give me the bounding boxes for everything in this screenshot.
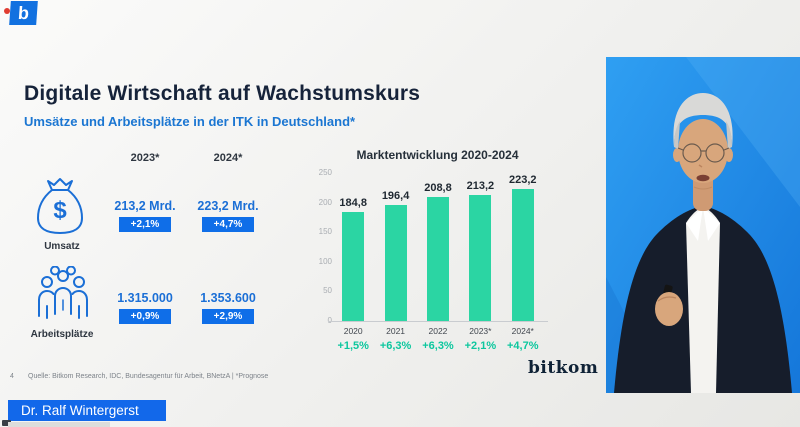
bar-group-2020: 184,8 xyxy=(332,173,374,321)
y-axis-tick: 250 xyxy=(318,168,332,177)
bitkom-logo: bitkom xyxy=(528,358,599,378)
stream-logo-letter: b xyxy=(17,3,30,23)
money-bag-icon: $ xyxy=(34,176,86,241)
bar-group-2021: 196,4 xyxy=(375,173,417,321)
bar-value-label: 196,4 xyxy=(381,189,410,202)
x-tick-2021: 2021 xyxy=(386,326,406,336)
x-tick-2020: 2020 xyxy=(343,326,363,336)
stats-col-header-2023: 2023* xyxy=(130,152,160,164)
speaker-illustration xyxy=(606,57,800,393)
bar-group-2024: 223,2 xyxy=(502,173,544,321)
slide-page-number: 4 xyxy=(10,373,14,380)
stat-badge-jobs-2024: +2,9% xyxy=(202,309,254,324)
bar-value-label: 223,2 xyxy=(508,173,537,186)
bar-value-label: 213,2 xyxy=(466,179,495,192)
bar-2022 xyxy=(426,197,449,321)
stats-col-header-2024: 2024* xyxy=(213,152,243,164)
bar-2021 xyxy=(384,204,407,321)
y-axis-tick: 50 xyxy=(323,286,332,295)
stat-badge-umsatz-2024: +4,7% xyxy=(202,217,254,232)
stat-label-arbeitsplaetze: Arbeitsplätze xyxy=(30,329,94,340)
y-axis-tick: 100 xyxy=(318,257,332,266)
y-axis-tick: 150 xyxy=(318,227,332,236)
growth-label-2020: +1,5% xyxy=(337,340,369,352)
x-tick-2024: 2024* xyxy=(511,326,534,336)
chart-title: Marktentwicklung 2020-2024 xyxy=(356,148,519,162)
growth-labels: +1,5% +6,3% +6,3% +2,1% +4,7% xyxy=(332,340,544,352)
svg-text:$: $ xyxy=(53,197,67,224)
stat-value-jobs-2024: 1.353.600 xyxy=(200,291,256,305)
stat-badge-jobs-2023: +0,9% xyxy=(119,309,171,324)
bar-2020 xyxy=(342,211,365,321)
stat-label-umsatz: Umsatz xyxy=(44,241,80,252)
growth-label-2023: +2,1% xyxy=(464,340,497,352)
growth-label-2024: +4,7% xyxy=(507,340,539,352)
x-tick-2022: 2022 xyxy=(428,326,448,336)
bar-value-label: 184,8 xyxy=(339,196,367,209)
growth-label-2022: +6,3% xyxy=(422,340,454,352)
speaker-video[interactable] xyxy=(606,57,800,393)
stat-value-umsatz-2023: 213,2 Mrd. xyxy=(114,199,176,213)
bar-group-2022: 208,8 xyxy=(417,173,459,321)
y-axis-tick: 0 xyxy=(302,316,332,325)
stat-value-umsatz-2024: 223,2 Mrd. xyxy=(197,199,259,213)
x-axis-line xyxy=(328,321,548,322)
speaker-name-banner: Dr. Ralf Wintergerst xyxy=(8,400,166,421)
people-group-icon xyxy=(34,265,92,329)
bar-value-label: 208,8 xyxy=(424,182,452,195)
x-tick-2023: 2023* xyxy=(469,326,492,336)
bar-chart: 184,8 196,4 208,8 213,2 223,2 xyxy=(332,173,544,321)
y-axis-tick: 200 xyxy=(318,198,332,207)
bar-2024 xyxy=(511,188,534,321)
bar-2023 xyxy=(469,194,492,321)
bar-group-2023: 213,2 xyxy=(459,173,501,321)
stat-value-jobs-2023: 1.315.000 xyxy=(117,291,173,305)
x-axis-labels: 2020 2021 2022 2023* 2024* xyxy=(332,326,544,336)
stream-logo: b xyxy=(9,1,38,25)
page-subtitle: Umsätze und Arbeitsplätze in der ITK in … xyxy=(24,114,356,129)
stat-badge-umsatz-2023: +2,1% xyxy=(119,217,171,232)
player-control-icon[interactable] xyxy=(2,420,11,426)
growth-label-2021: +6,3% xyxy=(379,340,412,352)
recording-dot-icon xyxy=(4,8,10,14)
source-note: Quelle: Bitkom Research, IDC, Bundesagen… xyxy=(28,373,269,380)
page-title: Digitale Wirtschaft auf Wachstumskurs xyxy=(24,82,421,105)
caption-box xyxy=(8,422,110,427)
